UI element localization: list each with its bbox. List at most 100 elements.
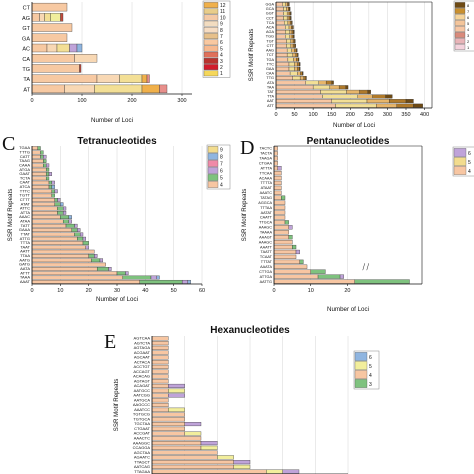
category-label: TGCTAA (134, 421, 150, 426)
bar-segment (200, 445, 218, 450)
bar-segment (273, 264, 308, 269)
bar-segment (273, 205, 286, 210)
legend-swatch (203, 20, 219, 27)
category-label: ATTTA (261, 166, 273, 170)
legend-label: 8 (467, 3, 470, 8)
x-tick-label: 20 (344, 288, 350, 294)
category-label: CCT (266, 16, 274, 20)
legend-swatch (207, 153, 219, 160)
bar-segment (292, 53, 296, 57)
bar-segment (282, 469, 300, 474)
legend-label: 2 (467, 39, 470, 44)
bar-segment (168, 383, 185, 388)
bar-segment (45, 176, 50, 181)
bar-segment (288, 25, 292, 30)
bar-segment (266, 469, 283, 474)
legend-swatch (453, 157, 467, 166)
bar-segment (292, 244, 297, 250)
bar-segment (405, 99, 414, 104)
legend-label: 9 (220, 148, 223, 154)
bar-segment (77, 236, 84, 241)
bar-segment (303, 76, 306, 81)
category-label: AAG (266, 49, 274, 53)
category-label: TAAAA (260, 230, 273, 234)
legend-swatch (354, 379, 368, 388)
bar-segment (146, 74, 150, 83)
legend-swatch (454, 26, 466, 32)
bar-segment (281, 195, 286, 200)
legend-swatch (454, 2, 466, 8)
legend-label: 5 (220, 176, 223, 182)
category-label: AGTAGA (134, 345, 151, 350)
bar-segment (275, 6, 284, 11)
legend: 6 5 4 3 (353, 350, 380, 390)
bar-segment (79, 232, 84, 237)
bar-segment (62, 219, 70, 224)
bar-segment (292, 25, 294, 30)
legend-swatch (354, 370, 368, 379)
legend-swatch (453, 148, 467, 157)
bar-segment (273, 200, 286, 205)
bar-segment (31, 180, 50, 185)
bar-segment (31, 33, 68, 42)
category-label: TGAA (19, 145, 30, 150)
category-label: ATTA (20, 210, 30, 215)
bar-segment (285, 29, 290, 34)
bar-segment (296, 48, 298, 53)
bar-segment (79, 64, 82, 73)
bar-segment (68, 215, 72, 220)
bar-segment (297, 66, 300, 71)
panel-letter: D (240, 137, 254, 159)
bar-segment (45, 167, 50, 172)
bar-segment (96, 74, 120, 83)
bar-segment (286, 48, 292, 53)
bar-segment (31, 228, 72, 232)
bar-segment (31, 210, 58, 215)
legend-swatch (454, 8, 466, 14)
category-label: GAAT (19, 171, 30, 176)
category-label: TTAT (21, 231, 31, 236)
category-label: TTAGAA (134, 469, 150, 474)
bar-segment (151, 450, 218, 455)
category-label: AATCGG (133, 393, 150, 398)
bar-segment (74, 223, 78, 228)
bar-segment (273, 151, 278, 156)
bar-segment (74, 54, 98, 63)
bar-segment (51, 185, 55, 189)
bar-segment (116, 271, 126, 276)
category-label: ATAA (20, 219, 30, 224)
x-tick-label: 0 (30, 288, 33, 294)
panel-e: TTAGAAAATCAGTTAGCTAGAATCAGCTAACCAGGAAAAG… (104, 325, 380, 474)
legend-swatch (203, 14, 219, 21)
bar-segment (389, 99, 407, 104)
legend-label: 12 (220, 3, 226, 9)
category-label: AAACTC (134, 435, 150, 440)
legend-label: 7 (220, 162, 223, 168)
bar-segment (273, 279, 355, 284)
bar-segment (151, 393, 169, 398)
category-label: CTTT (20, 197, 31, 202)
bar-segment (283, 20, 289, 25)
category-label: GGT (266, 12, 275, 16)
bar-segment (56, 43, 70, 53)
bar-segment (88, 254, 95, 258)
bar-segment (273, 190, 282, 195)
category-label: TCAAT (260, 255, 273, 259)
bar-segment (275, 66, 290, 71)
bar-segment (273, 171, 282, 176)
x-tick-label: 150 (327, 112, 336, 118)
bar-segment (108, 267, 112, 271)
category-label: AGAATC (134, 455, 150, 460)
bar-segment (233, 464, 251, 469)
legend-swatch (354, 352, 368, 361)
bar-segment (286, 39, 292, 44)
category-label: TAA (267, 85, 275, 89)
bar-segment (184, 431, 202, 436)
bar-segment (31, 219, 64, 224)
bar-segment (76, 43, 83, 53)
bar-segment (291, 25, 293, 30)
bar-segment (31, 262, 106, 267)
bar-segment (151, 445, 202, 450)
category-label: TATT (21, 223, 31, 228)
bar-segment (31, 185, 50, 189)
